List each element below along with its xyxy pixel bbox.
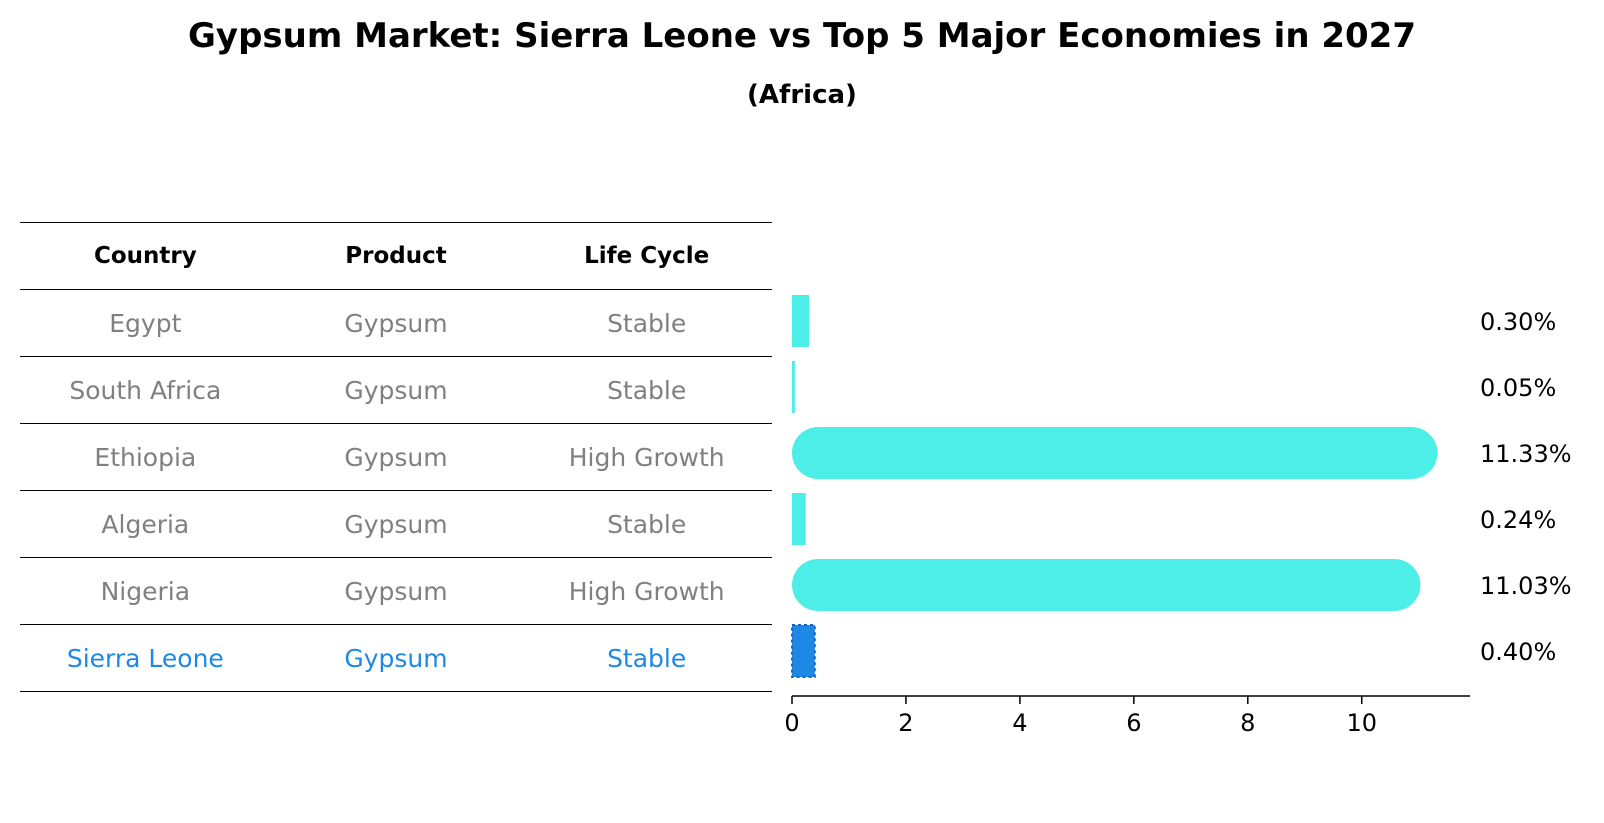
cell-product: Gypsum	[270, 356, 522, 424]
header-country: Country	[20, 222, 271, 290]
data-label: 0.40%	[1480, 638, 1556, 666]
cell-product: Gypsum	[270, 624, 522, 692]
data-label: 0.05%	[1480, 374, 1556, 402]
x-tick-label: 4	[1012, 709, 1027, 737]
x-tick-label: 6	[1126, 709, 1141, 737]
cell-country: South Africa	[20, 356, 271, 424]
header-life-cycle: Life Cycle	[521, 222, 772, 290]
header-product: Product	[270, 222, 522, 290]
table-row: South Africa Gypsum Stable	[20, 356, 772, 424]
cell-country: Egypt	[20, 289, 271, 357]
cell-product: Gypsum	[270, 490, 522, 558]
data-label: 0.24%	[1480, 506, 1556, 534]
table-row: Nigeria Gypsum High Growth	[20, 557, 772, 625]
bar-ethiopia	[792, 427, 1438, 479]
cell-product: Gypsum	[270, 557, 522, 625]
bar-sierra-leone	[791, 624, 816, 678]
data-label: 0.30%	[1480, 308, 1556, 336]
table-row: Egypt Gypsum Stable	[20, 289, 772, 357]
x-tick-label: 8	[1240, 709, 1255, 737]
x-tick-label: 10	[1346, 709, 1377, 737]
table-row: Ethiopia Gypsum High Growth	[20, 423, 772, 491]
bar-nigeria	[792, 559, 1421, 611]
bar-algeria	[792, 493, 806, 545]
cell-life-cycle: Stable	[521, 356, 772, 424]
cell-country: Ethiopia	[20, 423, 271, 491]
data-label: 11.03%	[1480, 572, 1572, 600]
table-row: Algeria Gypsum Stable	[20, 490, 772, 558]
market-table: Country Product Life Cycle Egypt Gypsum …	[20, 222, 772, 692]
cell-product: Gypsum	[270, 423, 522, 491]
table-row-highlight: Sierra Leone Gypsum Stable	[20, 624, 772, 692]
cell-life-cycle: High Growth	[521, 557, 772, 625]
cell-life-cycle: High Growth	[521, 423, 772, 491]
cell-country: Nigeria	[20, 557, 271, 625]
x-tick-label: 2	[898, 709, 913, 737]
cell-life-cycle: Stable	[521, 289, 772, 357]
cell-life-cycle: Stable	[521, 624, 772, 692]
cell-product: Gypsum	[270, 289, 522, 357]
data-label: 11.33%	[1480, 440, 1572, 468]
cell-country: Sierra Leone	[20, 624, 271, 692]
cell-country: Algeria	[20, 490, 271, 558]
chart-subtitle: (Africa)	[747, 80, 857, 110]
table-header-row: Country Product Life Cycle	[20, 222, 772, 290]
chart-title: Gypsum Market: Sierra Leone vs Top 5 Maj…	[188, 16, 1416, 56]
bar-south-africa	[792, 361, 795, 413]
cell-life-cycle: Stable	[521, 490, 772, 558]
x-tick-label: 0	[784, 709, 799, 737]
bar-egypt	[792, 295, 810, 347]
